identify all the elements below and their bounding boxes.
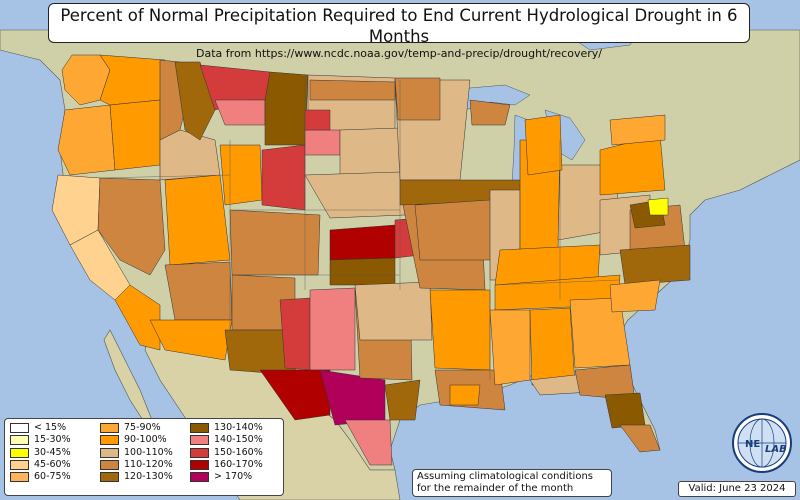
region-fl-north [604,392,646,429]
region-ar [429,289,491,371]
region-az-south [149,319,233,361]
region-ok [354,281,433,341]
legend-swatch [100,472,119,483]
legend-swatch [190,460,209,471]
legend-item: 90-100% [100,434,173,446]
legend-label: 120-130% [124,471,173,483]
legend-label: 45-60% [34,458,71,470]
legend-label: 140-150% [214,434,263,446]
legend-item: 75-90% [100,422,173,434]
legend-item: 15-30% [10,434,71,446]
legend-label: 110-120% [124,458,173,470]
region-ks-red [329,224,396,261]
legend-column-2: 75-90% 90-100% 100-110% 110-120% 120-130… [100,422,173,483]
legend-label: 30-45% [34,446,71,458]
legend-label: 150-160% [214,446,263,458]
legend-item: 30-45% [10,447,71,459]
region-tx-west [259,369,331,421]
logo-text-right: LAB [765,444,787,455]
region-sc [609,279,661,313]
legend-swatch [100,423,119,434]
legend-item: 160-170% [190,459,263,471]
region-nd-band [309,79,396,101]
legend-item: 60-75% [10,471,71,483]
region-wy-east [261,144,306,211]
note-line-1: Assuming climatological conditions [417,471,593,482]
region-tx-coast [384,379,421,421]
legend-item: 120-130% [100,471,173,483]
legend-item: < 15% [10,422,71,434]
assumption-note: Assuming climatological conditions for t… [412,469,612,497]
region-or-east [109,99,161,171]
map-title: Percent of Normal Precipitation Required… [60,6,738,46]
legend-swatch [10,423,29,434]
region-sd [339,127,401,179]
valid-date: Valid: June 23 2024 [678,481,796,497]
legend-swatch [190,435,209,446]
region-or-west [57,104,116,176]
legend-item: 140-150% [190,434,263,446]
legend-item: 100-110% [100,447,173,459]
region-nm-red [279,297,311,371]
region-sd-west [304,129,341,156]
legend-swatch [10,447,29,458]
drought-regions [51,54,691,466]
legend-swatch [100,460,119,471]
note-line-2: for the remainder of the month [417,483,574,494]
region-mi [524,114,563,176]
region-ut [164,174,231,266]
legend-label: 90-100% [124,434,167,446]
region-tx-panhandle [309,287,356,371]
region-al [529,307,576,386]
legend-swatch [100,435,119,446]
legend-swatch [10,435,29,446]
region-wa-east [99,54,166,106]
legend-label: 100-110% [124,446,173,458]
region-ia [414,199,496,261]
logo-text-left: NE [745,439,760,450]
legend-label: < 15% [34,422,67,433]
legend-swatch [190,423,209,434]
legend-item: 45-60% [10,459,71,471]
legend-label: > 170% [214,471,253,483]
region-mt-east [264,71,309,146]
title-box: Percent of Normal Precipitation Required… [48,3,750,60]
region-md [647,197,669,216]
legend-label: 160-170% [214,458,263,470]
legend-item: 130-140% [190,422,263,434]
region-tx-south [344,419,393,466]
legend-swatch [190,447,209,458]
legend-item: 110-120% [100,459,173,471]
region-ks-brown [329,257,396,286]
map-subtitle: Data from https://www.ncdc.noaa.gov/temp… [196,47,602,60]
nexlab-globe-logo-icon: NE LAB [732,413,792,473]
region-fl-south [619,424,661,453]
legend: < 15% 15-30% 30-45% 45-60% 60-75% 75-90%… [4,418,284,496]
legend-label: 60-75% [34,471,71,483]
legend-label: 75-90% [124,422,161,433]
region-mt-west [174,61,216,141]
legend-item: 150-160% [190,447,263,459]
legend-swatch [10,472,29,483]
legend-column-3: 130-140% 140-150% 150-160% 160-170% > 17… [190,422,263,483]
state-borders [99,60,621,380]
legend-swatch [100,447,119,458]
region-ms [489,309,531,386]
region-ms-coast [449,384,481,406]
region-mi-up [469,99,511,126]
legend-label: 15-30% [34,434,71,446]
region-az-north [164,261,233,321]
region-mn-north [394,77,441,121]
legend-swatch [190,472,209,483]
region-nc [619,244,691,286]
legend-swatch [10,460,29,471]
legend-column-1: < 15% 15-30% 30-45% 45-60% 60-75% [10,422,71,483]
region-co [229,209,321,276]
legend-item: > 170% [190,471,263,483]
legend-label: 130-140% [214,422,263,433]
region-sd-red [304,109,331,131]
region-ny [609,114,666,146]
